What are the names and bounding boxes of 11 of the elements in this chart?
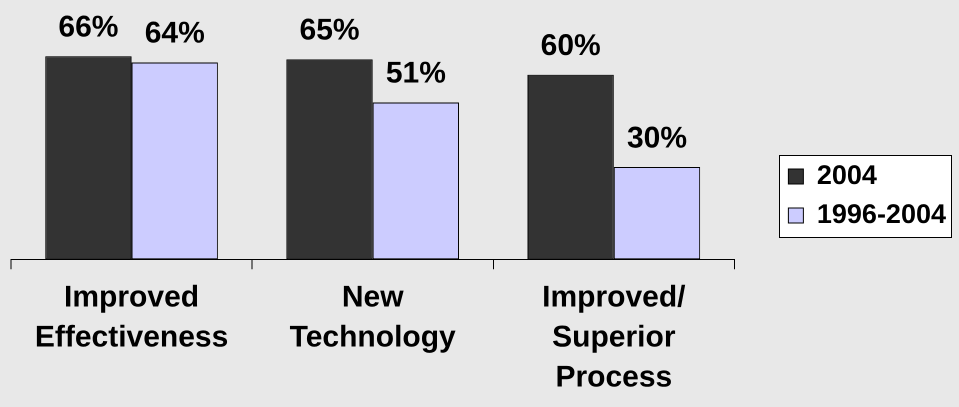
data-label: 30% xyxy=(626,121,687,154)
data-label: 65% xyxy=(300,14,360,47)
legend-label: 2004 xyxy=(816,160,877,190)
x-tick-label: Improved Effectiveness xyxy=(34,280,228,354)
data-label: 64% xyxy=(144,16,205,50)
data-label: 60% xyxy=(540,29,601,62)
x-tick-label: New Technology xyxy=(290,280,456,354)
data-label: 66% xyxy=(58,10,118,44)
data-label: 51% xyxy=(386,56,446,90)
x-tick-label: Improved/ Superior Process xyxy=(542,280,686,394)
legend-label: 1996-2004 xyxy=(816,198,946,229)
